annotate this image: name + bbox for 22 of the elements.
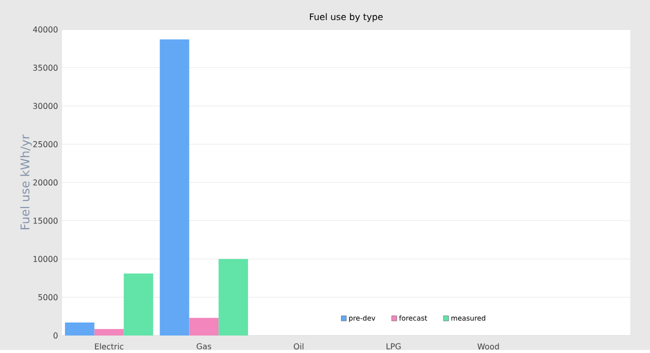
bar [124, 274, 154, 336]
y-axis-title: Fuel use kWh/yr [20, 134, 32, 230]
bar [64, 322, 94, 336]
y-tick-label: 30000 [33, 103, 58, 110]
y-tick-label: 0 [54, 332, 58, 339]
y-tick-label: 10000 [34, 256, 58, 262]
x-tick-label: Oil [294, 343, 304, 350]
chart-title: Fuel use by type [310, 13, 383, 22]
y-tick-label: 15000 [34, 218, 58, 224]
y-tick-label: 35000 [33, 64, 58, 71]
bar [189, 318, 219, 336]
x-tick-label: Gas [196, 343, 212, 350]
bar [160, 40, 190, 336]
x-tick-label: LPG [386, 343, 401, 350]
bar [218, 259, 248, 336]
y-tick-label: 20000 [33, 180, 58, 186]
bar [94, 329, 124, 336]
y-tick-label: 25000 [33, 141, 58, 148]
x-tick-label: Electric [95, 343, 124, 350]
x-tick-label: Wood [478, 343, 499, 350]
y-tick-label: 40000 [33, 26, 58, 33]
y-tick-label: 5000 [38, 294, 58, 300]
